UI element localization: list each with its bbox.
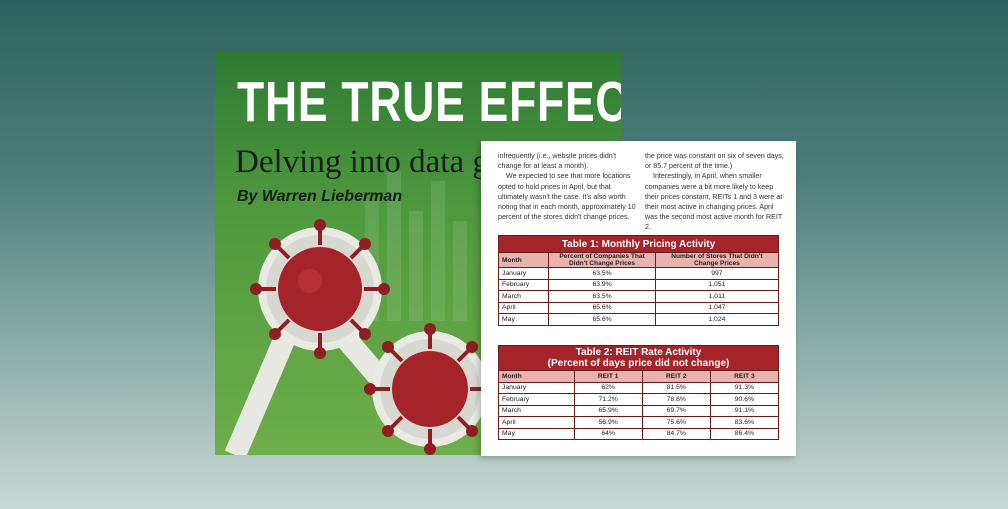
text-column-left: infrequently (i.e., website prices didn'… <box>498 151 638 222</box>
table-cell: 63.5% <box>548 290 656 303</box>
column-header: REIT 1 <box>573 370 643 383</box>
cover-byline: By Warren Lieberman <box>237 188 403 205</box>
table-reit-rate-activity: Table 2: REIT Rate Activity (Percent of … <box>498 345 780 440</box>
table-row: April 56.9% 75.6% 83.6% <box>498 416 780 429</box>
table-cell: May <box>498 427 575 440</box>
column-header: Number of Stores That Didn't Change Pric… <box>654 252 780 268</box>
column-header: Month <box>498 370 575 383</box>
table-cell: 997 <box>654 267 780 280</box>
table-cell: February <box>498 393 575 406</box>
table-cell: 71.2% <box>573 393 643 406</box>
table-cell: February <box>497 278 550 291</box>
virus-icon <box>364 323 496 455</box>
table-cell: 1,011 <box>654 290 780 303</box>
table-cell: 65.6% <box>548 301 656 314</box>
table-cell: 81.5% <box>641 381 711 394</box>
table-header-row: Month REIT 1 REIT 2 REIT 3 <box>498 370 780 383</box>
table-row: February 63.9% 1,051 <box>497 278 780 291</box>
article-text: infrequently (i.e., website prices didn'… <box>498 151 785 233</box>
table-cell: 63.5% <box>548 267 656 280</box>
table-row: March 65.9% 69.7% 91.1% <box>498 404 780 417</box>
article-page: infrequently (i.e., website prices didn'… <box>481 141 796 456</box>
table-cell: 69.7% <box>641 404 711 417</box>
table-row: April 65.6% 1,047 <box>497 301 780 314</box>
table-cell: 86.4% <box>709 427 780 440</box>
table-row: January 63.5% 997 <box>497 267 780 280</box>
table-cell: 91.3% <box>709 381 780 394</box>
cover-subtitle: Delving into data ga <box>235 144 504 180</box>
text-column-right: the price was constant on six of seven d… <box>645 151 785 233</box>
table-title: Table 2: REIT Rate Activity (Percent of … <box>498 345 779 371</box>
cover-illustration <box>224 171 523 455</box>
column-header: Percent of Companies That Didn't Change … <box>548 252 656 268</box>
table-cell: 91.1% <box>709 404 780 417</box>
table-cell: 64% <box>573 427 643 440</box>
table-cell: 1,051 <box>654 278 780 291</box>
table-cell: 65.9% <box>573 404 643 417</box>
table-row: February 71.2% 78.6% 90.6% <box>498 393 780 406</box>
column-header: REIT 2 <box>641 370 711 383</box>
column-header: Month <box>497 252 550 268</box>
table-cell: March <box>497 290 550 303</box>
table-cell: April <box>498 416 575 429</box>
table-cell: April <box>497 301 550 314</box>
column-header: REIT 3 <box>709 370 780 383</box>
table-cell: 84.7% <box>641 427 711 440</box>
table-row: May 64% 84.7% 86.4% <box>498 427 780 440</box>
table-header-row: Month Percent of Companies That Didn't C… <box>497 252 780 268</box>
table-monthly-pricing-activity: Table 1: Monthly Pricing Activity Month … <box>497 235 780 326</box>
table-title-line: Table 2: REIT Rate Activity <box>575 347 702 358</box>
table-cell: January <box>498 381 575 394</box>
virus-icon <box>250 219 390 359</box>
table-cell: January <box>497 267 550 280</box>
table-row: March 63.5% 1,011 <box>497 290 780 303</box>
table-cell: 78.6% <box>641 393 711 406</box>
cover-title: THE TRUE EFFECT OF <box>237 70 621 134</box>
table-cell: 62% <box>573 381 643 394</box>
table-cell: 1,024 <box>654 313 780 326</box>
table-row: January 62% 81.5% 91.3% <box>498 381 780 394</box>
table-cell: May <box>497 313 550 326</box>
table-row: May 65.6% 1,024 <box>497 313 780 326</box>
table-cell: 83.6% <box>709 416 780 429</box>
table-cell: 90.6% <box>709 393 780 406</box>
paragraph: the price was constant on six of seven d… <box>645 152 784 171</box>
table-cell: 63.9% <box>548 278 656 291</box>
table-title: Table 1: Monthly Pricing Activity <box>498 235 779 253</box>
table-cell: 65.6% <box>548 313 656 326</box>
table-cell: 1,047 <box>654 301 780 314</box>
table-cell: 56.9% <box>573 416 643 429</box>
table-cell: March <box>498 404 575 417</box>
paragraph: Interestingly, in April, when smaller co… <box>645 172 783 232</box>
paragraph: infrequently (i.e., website prices didn'… <box>498 152 617 171</box>
table-cell: 75.6% <box>641 416 711 429</box>
table-subtitle-line: (Percent of days price did not change) <box>547 358 730 369</box>
paragraph: We expected to see that more locations o… <box>498 172 636 222</box>
